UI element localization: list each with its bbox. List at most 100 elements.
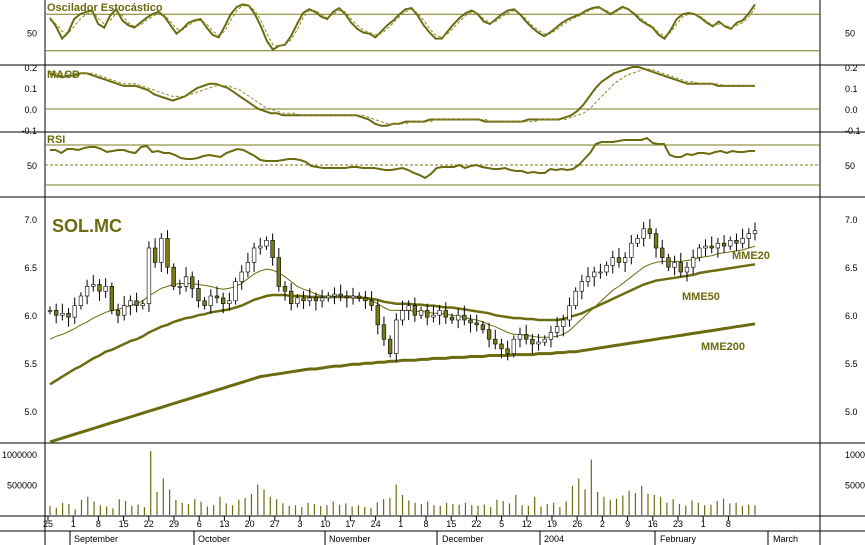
candle-body xyxy=(301,297,306,302)
y-tick-label-right: 7.0 xyxy=(845,215,858,225)
candle-body xyxy=(97,284,102,292)
candle-body xyxy=(728,240,733,247)
x-tick-label: 27 xyxy=(270,519,280,529)
candle-body xyxy=(629,242,634,258)
candle-body xyxy=(431,314,436,318)
macd-title: MACD xyxy=(47,69,80,81)
candle-body xyxy=(134,300,139,306)
y-tick-label-left: 5.5 xyxy=(24,359,37,369)
rsi-title: RSI xyxy=(47,134,65,146)
y-tick-label-right: 6.5 xyxy=(845,263,858,273)
macd-series-line xyxy=(49,68,755,125)
candle-body xyxy=(468,319,473,324)
candle-body xyxy=(542,338,547,343)
candle-body xyxy=(604,264,609,273)
y-tick-label-right: 50 xyxy=(845,29,855,39)
mme20-label: MME20 xyxy=(732,250,770,262)
x-tick-label: 15 xyxy=(446,519,456,529)
candle-body xyxy=(245,262,251,273)
candle-body xyxy=(313,297,319,302)
candle-body xyxy=(598,271,603,274)
candle-body xyxy=(387,338,393,354)
x-tick-label: 19 xyxy=(547,519,557,529)
y-tick-label-left: 0.2 xyxy=(24,63,37,73)
price-title: SOL.MC xyxy=(52,216,122,236)
x-tick-label: 17 xyxy=(345,519,355,529)
x-tick-label: 3 xyxy=(297,519,302,529)
candle-body xyxy=(394,319,399,354)
candle-body xyxy=(363,297,368,302)
candle-body xyxy=(103,286,108,292)
x-tick-label: 8 xyxy=(96,519,101,529)
candle-body xyxy=(437,310,442,316)
candle-body xyxy=(691,257,696,268)
candle-body xyxy=(517,334,523,340)
x-tick-label: 13 xyxy=(219,519,229,529)
candle-body xyxy=(264,240,269,247)
x-tick-label: 9 xyxy=(625,519,630,529)
macd-series-line xyxy=(49,66,755,127)
candle-body xyxy=(381,324,387,340)
y-tick-label-right: 6.0 xyxy=(845,311,858,321)
x-tick-label: 10 xyxy=(320,519,330,529)
y-tick-label-left: 500000 xyxy=(7,481,37,491)
candle-body xyxy=(122,305,127,316)
y-tick-label-left: 0.1 xyxy=(24,84,37,94)
rsi-series-line xyxy=(50,136,755,180)
candle-body xyxy=(60,312,65,316)
candle-body xyxy=(140,303,145,306)
y-tick-label-right: 5.0 xyxy=(845,407,858,417)
candle-body xyxy=(406,305,411,311)
x-tick-label: 6 xyxy=(197,519,202,529)
candle-body xyxy=(208,295,213,306)
x-tick-label: 16 xyxy=(648,519,658,529)
candle-body xyxy=(703,245,708,249)
candle-body xyxy=(233,281,238,302)
month-label: 2004 xyxy=(544,534,564,544)
candle-body xyxy=(418,310,424,316)
x-tick-label: 8 xyxy=(423,519,428,529)
candle-body xyxy=(740,238,745,244)
candle-body xyxy=(239,271,244,282)
candle-body xyxy=(227,300,232,304)
candle-body xyxy=(258,245,263,249)
candle-body xyxy=(721,242,727,247)
month-label: December xyxy=(442,534,484,544)
candle-body xyxy=(511,338,516,354)
stochastic-series-line xyxy=(49,5,756,47)
y-tick-label-left: 7.0 xyxy=(24,215,37,225)
candle-body xyxy=(338,293,343,297)
y-tick-label-right: 0.1 xyxy=(845,84,858,94)
candle-body xyxy=(146,247,152,304)
candle-body xyxy=(289,290,294,304)
y-tick-label-left: 50 xyxy=(27,29,37,39)
mme50-label: MME50 xyxy=(682,291,720,303)
candle-body xyxy=(276,257,281,287)
candle-body xyxy=(524,334,529,340)
candle-body xyxy=(109,286,114,311)
x-tick-label: 1 xyxy=(701,519,706,529)
x-tick-label: 15 xyxy=(119,519,129,529)
candle-body xyxy=(530,338,535,345)
y-tick-label-right: 500000 xyxy=(845,481,865,491)
month-label: March xyxy=(773,534,798,544)
candle-body xyxy=(709,245,714,249)
candle-body xyxy=(251,247,257,263)
candle-body xyxy=(585,276,591,282)
candle-body xyxy=(456,314,461,321)
candle-body xyxy=(548,332,554,340)
candle-body xyxy=(567,305,572,321)
candle-body xyxy=(622,257,628,263)
y-tick-label-left: 1000000 xyxy=(2,450,37,460)
candle-body xyxy=(295,297,300,304)
month-label: February xyxy=(660,534,697,544)
candle-body xyxy=(425,310,430,318)
candle-body xyxy=(196,288,201,302)
candle-body xyxy=(647,228,653,234)
candle-body xyxy=(400,310,405,321)
candle-body xyxy=(319,297,325,302)
mme200-label: MME200 xyxy=(701,341,745,353)
y-tick-label-left: 5.0 xyxy=(24,407,37,417)
